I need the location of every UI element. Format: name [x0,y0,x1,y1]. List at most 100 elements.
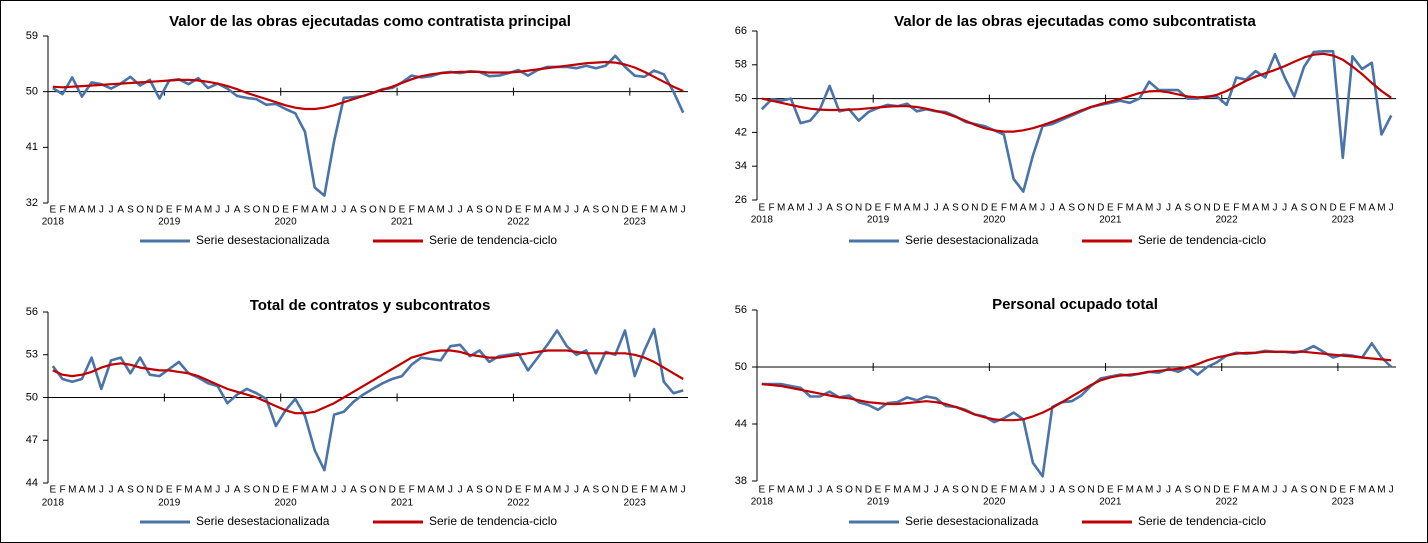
x-tick-label: M [437,485,445,496]
x-tick-label: F [768,203,774,214]
x-tick-label: J [448,205,453,216]
legend-label: Serie de tendencia-ciclo [429,233,557,247]
y-tick-label: 26 [735,194,747,206]
x-tick-label: M [669,205,677,216]
y-tick-label: 42 [735,126,747,138]
x-tick-label: D [272,485,279,496]
x-tick-label: F [409,485,415,496]
x-tick-label: M [68,485,76,496]
x-tick-label: F [1233,203,1239,214]
x-tick-label: A [1368,485,1375,496]
x-tick-label: D [505,485,512,496]
x-tick-label: S [952,485,959,496]
x-tick-label: J [564,485,569,496]
x-tick-label: O [1310,485,1318,496]
x-tick-label: S [127,205,134,216]
x-tick-label: M [1377,203,1385,214]
series-line [52,349,684,415]
x-tick-label: J [924,203,929,214]
x-tick-label: A [1252,203,1259,214]
x-tick-label: E [631,205,638,216]
x-tick-label: D [865,203,872,214]
x-tick-label: N [971,485,978,496]
x-year-label: 2020 [274,498,297,509]
x-tick-label: M [1358,203,1366,214]
x-tick-label: A [1291,485,1298,496]
x-tick-label: M [650,205,658,216]
x-tick-label: N [1320,485,1327,496]
x-year-label: 2023 [1332,215,1355,226]
x-tick-label: J [448,485,453,496]
y-tick-label: 58 [735,59,747,71]
x-tick-label: A [79,485,86,496]
y-tick-label: 44 [735,418,747,430]
x-tick-label: A [466,205,473,216]
x-tick-label: N [1204,485,1211,496]
x-tick-label: D [865,485,872,496]
x-year-label: 2023 [624,498,647,509]
x-tick-label: J [215,485,220,496]
x-tick-label: O [602,485,610,496]
x-tick-label: S [836,485,843,496]
x-tick-label: J [924,485,929,496]
x-year-label: 2021 [391,498,414,509]
x-tick-label: A [583,205,590,216]
x-year-label: 2022 [507,498,530,509]
x-tick-label: J [1166,203,1171,214]
x-tick-label: J [1272,485,1277,496]
x-tick-label: O [253,485,261,496]
x-tick-label: J [564,205,569,216]
x-tick-label: J [934,203,939,214]
x-tick-label: J [99,485,104,496]
x-tick-label: D [1213,485,1220,496]
x-tick-label: A [1252,485,1259,496]
x-tick-label: F [525,485,531,496]
x-year-label: 2019 [867,215,890,226]
x-year-label: 2018 [751,215,774,226]
x-tick-label: F [1001,485,1007,496]
x-tick-label: A [826,203,833,214]
x-tick-label: J [458,205,463,216]
x-tick-label: S [360,485,367,496]
x-tick-label: A [195,205,202,216]
x-tick-label: M [650,485,658,496]
x-tick-label: N [855,203,862,214]
y-tick-label: 41 [26,141,38,153]
x-tick-label: J [1040,485,1045,496]
x-tick-label: N [1204,203,1211,214]
x-tick-label: F [768,485,774,496]
x-tick-label: M [1126,485,1134,496]
x-tick-label: S [1068,485,1075,496]
x-tick-label: E [515,205,522,216]
x-tick-label: J [458,485,463,496]
chart-title: Valor de las obras ejecutadas como contr… [169,13,571,30]
x-tick-label: M [437,205,445,216]
x-tick-label: J [332,485,337,496]
legend-label: Serie desestacionalizada [905,233,1039,247]
x-year-label: 2019 [158,217,181,228]
x-tick-label: M [1009,203,1017,214]
x-tick-label: M [184,485,192,496]
x-tick-label: E [631,485,638,496]
x-tick-label: N [379,205,386,216]
x-tick-label: J [934,485,939,496]
x-tick-label: F [176,485,182,496]
x-tick-label: J [808,203,813,214]
x-tick-label: F [641,205,647,216]
x-tick-label: E [1223,485,1230,496]
x-tick-label: F [1117,485,1123,496]
x-tick-label: M [417,205,425,216]
y-tick-label: 34 [735,160,747,172]
x-tick-label: A [544,205,551,216]
x-tick-label: A [904,485,911,496]
x-tick-label: E [875,203,882,214]
x-tick-label: J [1389,203,1394,214]
x-tick-label: E [1107,203,1114,214]
x-tick-label: M [1377,485,1385,496]
x-tick-label: M [913,203,921,214]
x-tick-label: F [641,485,647,496]
x-year-label: 2020 [274,217,297,228]
x-tick-label: D [1097,485,1104,496]
x-tick-label: D [389,485,396,496]
